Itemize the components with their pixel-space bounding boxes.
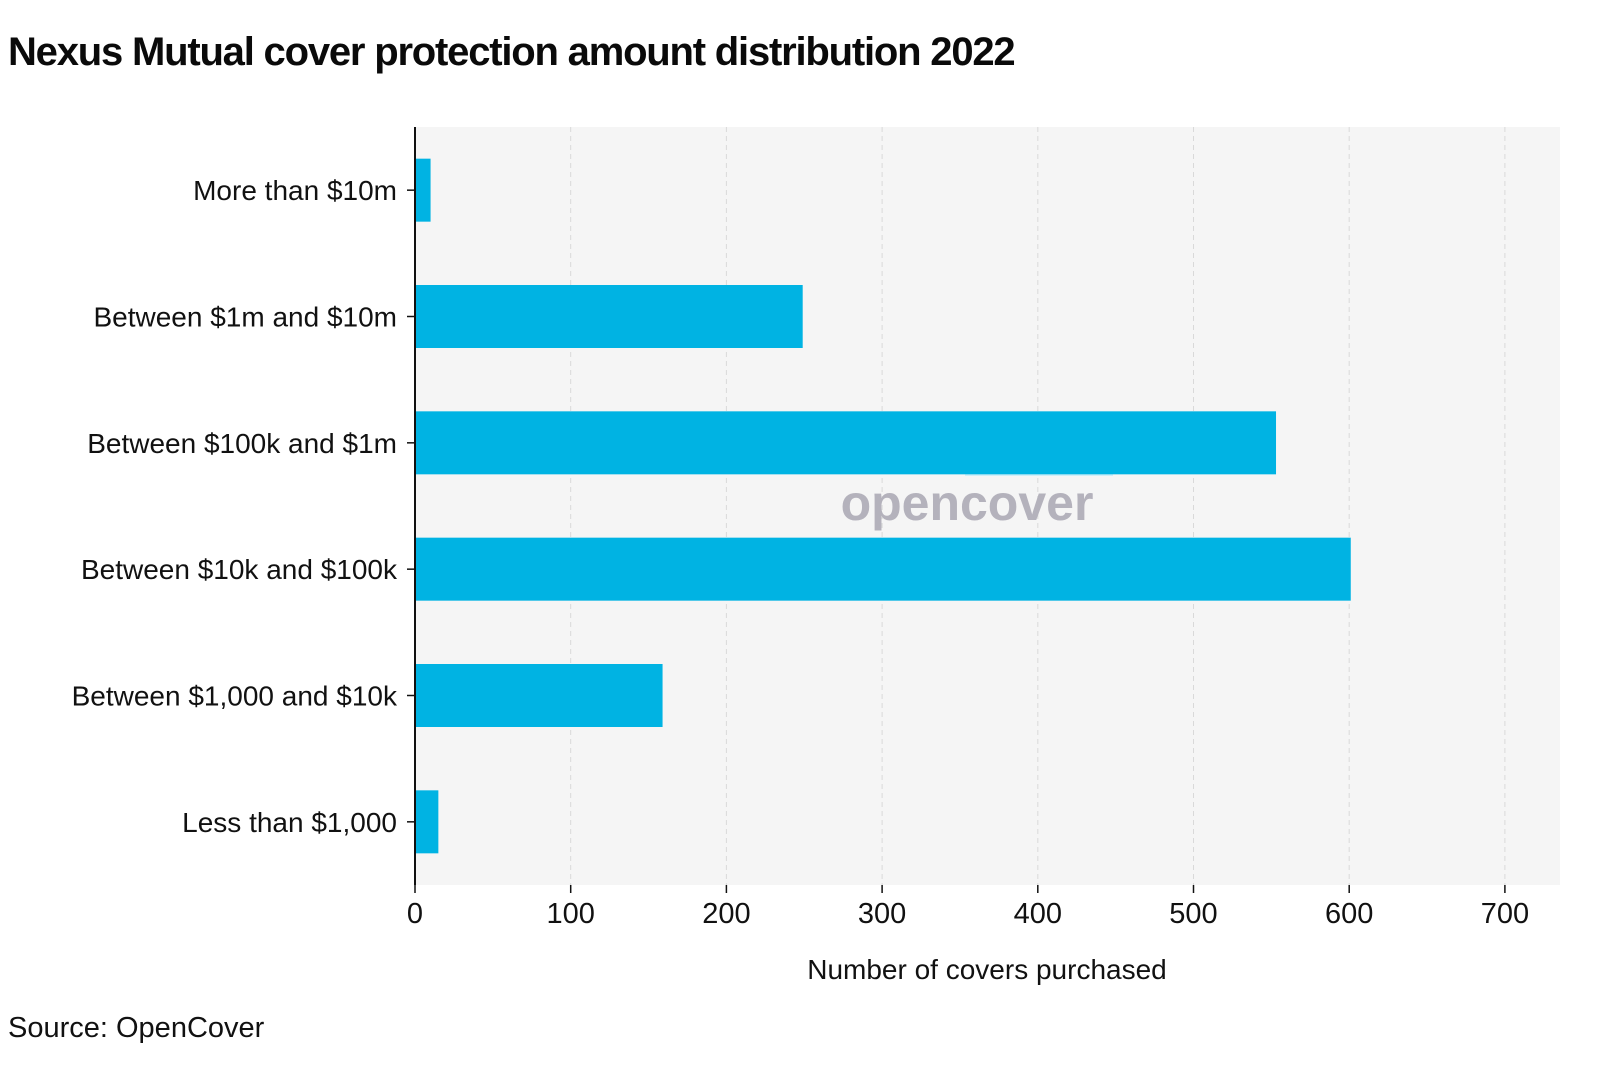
gridlines (570, 127, 1506, 885)
source-note: Source: OpenCover (8, 1012, 265, 1044)
y-axis-categories: More than $10m Between $1m and $10m Betwee… (72, 175, 415, 838)
category-label: Less than $1,000 (182, 807, 397, 838)
x-tick-label: 200 (702, 898, 750, 930)
bar (415, 285, 803, 348)
category-label: Between $100k and $1m (87, 428, 397, 459)
x-tick-label: 100 (547, 898, 595, 930)
category-label: More than $10m (193, 175, 397, 206)
bar (415, 158, 431, 222)
x-tick-label: 400 (1014, 898, 1062, 930)
x-tick-label: 300 (858, 898, 906, 930)
watermark-text: opencover (841, 475, 1094, 531)
bars (415, 158, 1351, 854)
plot-background (415, 127, 1560, 885)
x-tick-label: 600 (1325, 898, 1373, 930)
x-tick-label: 500 (1169, 898, 1217, 930)
category-label: Between $10k and $100k (81, 554, 398, 585)
chart-title: Nexus Mutual cover protection amount dis… (8, 30, 1016, 74)
x-tick-label: 700 (1481, 898, 1529, 930)
bar (415, 790, 439, 854)
x-tick-label: 0 (407, 898, 423, 930)
watermark: opencover (841, 472, 1113, 531)
bar (415, 664, 663, 727)
bar (415, 411, 1277, 475)
x-axis-title: Number of covers purchased (807, 954, 1167, 985)
category-label: Between $1m and $10m (93, 302, 397, 333)
bar (415, 537, 1351, 601)
x-axis-ticks: 0 100 200 300 400 500 600 700 (407, 885, 1529, 930)
category-label: Between $1,000 and $10k (72, 681, 398, 712)
